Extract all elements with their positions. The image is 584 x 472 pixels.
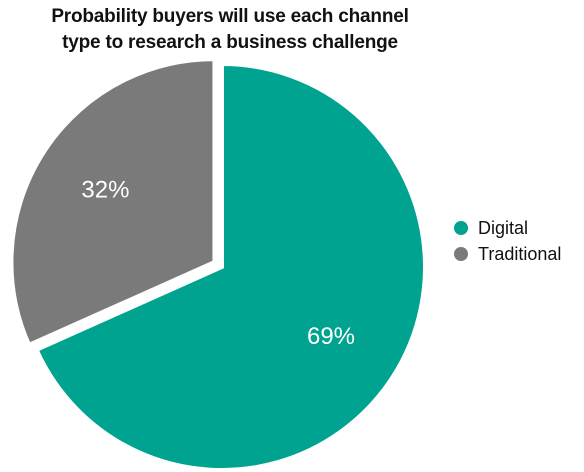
pie-slice-digital bbox=[33, 61, 427, 472]
legend-label-traditional: Traditional bbox=[478, 243, 562, 264]
legend-item-digital: Digital bbox=[454, 215, 561, 241]
legend-swatch-traditional bbox=[454, 247, 468, 261]
legend-item-traditional: Traditional bbox=[454, 241, 561, 267]
legend-label-digital: Digital bbox=[478, 217, 529, 238]
legend: Digital Traditional bbox=[454, 215, 561, 267]
pie-slice-traditional bbox=[9, 57, 217, 348]
data-label-digital: 69% bbox=[307, 323, 355, 350]
chart-title-line-2: type to research a business challenge bbox=[62, 32, 398, 53]
chart-title: Probability buyers will use each channel… bbox=[0, 4, 460, 56]
legend-swatch-digital bbox=[454, 221, 468, 235]
chart-title-line-1: Probability buyers will use each channel bbox=[51, 6, 409, 27]
data-label-traditional: 32% bbox=[81, 177, 129, 204]
